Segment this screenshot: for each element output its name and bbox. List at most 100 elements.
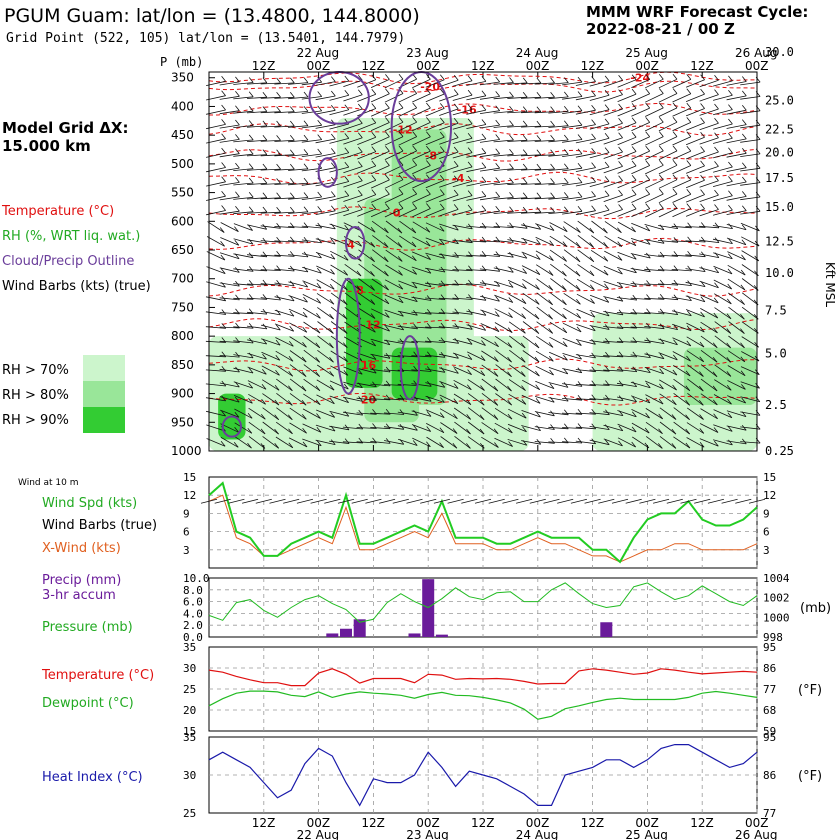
wind-barb-flag [686,310,692,316]
wind-barb [548,441,569,444]
wind-barb-flag [700,88,705,95]
wind-barb [493,168,514,171]
wind-barb [343,209,363,217]
wind-barb-flag [221,366,227,372]
wind-barb [452,254,473,257]
wind-barb [644,283,665,286]
wind-barb-flag [357,89,363,95]
wind-barb [301,81,322,86]
wind-barb-flag [548,299,553,306]
wind-barb-flag [303,177,309,184]
wind-barb [247,353,267,360]
wind-barb-flag [520,357,526,363]
wind-barb-flag [479,442,485,449]
wind-barb-flag [618,161,623,167]
wind-barb [590,249,609,262]
wind-barb [617,151,637,160]
wind-barb [562,124,583,129]
wind-barb [548,139,569,143]
wind-barb-flag [672,203,678,209]
wind-barb-flag [632,396,637,402]
wind-barb [206,251,226,261]
wind-barb-flag [262,237,268,244]
wind-barb [672,337,691,347]
wind-barb [562,383,583,387]
wind-barb-flag [714,89,719,95]
wind-barb-flag [563,192,569,198]
wind-barb-flag [344,438,350,444]
wind-barb-flag [260,443,266,449]
wind-barb [234,422,253,434]
wind-barb [438,268,459,272]
wind-barb [262,421,279,435]
wind-barb [687,378,704,392]
wind-barb [493,125,514,128]
wind-barb-flag [261,399,266,405]
wind-barb-flag [590,298,595,304]
wind-barb-flag [509,77,514,83]
wind-barb-flag [534,299,540,305]
wind-barb [398,280,418,289]
wind-barb [233,182,254,186]
wind-barb-flag [740,313,745,320]
wind-barb-flag [344,133,350,139]
wind-barb [452,195,473,202]
wind-barb-flag [509,163,514,169]
wind-barb [452,311,473,315]
wind-barb [712,181,733,187]
wind-barb-flag [536,206,542,213]
wind-barb [617,410,637,418]
wind-barb-flag [439,117,445,123]
wind-barb [247,239,267,244]
wind-barb-flag [260,428,266,435]
wind-barb [508,408,527,419]
wind-barb [247,380,267,390]
wind-barb-flag [426,366,432,372]
wind-barb [301,124,322,129]
wind-barb-flag [385,366,391,373]
wind-barb [452,297,473,300]
wind-barb [219,81,240,86]
wind-barb [645,193,664,204]
wind-barb [727,264,746,276]
wind-barb-flag [275,370,280,376]
wind-barb [741,336,759,348]
wind-barb-flag [439,174,445,181]
wind-barb [233,395,253,404]
wind-barb-flag [453,413,458,419]
wind-barb [589,109,610,116]
temperature-contour-10 [208,392,758,406]
wind-barb-flag [563,163,569,169]
wind-barb [219,167,240,172]
wind-barb-flag [412,269,418,275]
wind-barb [493,281,514,288]
wind-barb-flag [440,382,446,388]
wind-barb-flag [385,74,390,80]
wind-barb-flag [287,414,293,420]
wind-barb-flag [385,117,390,123]
wind-barb-flag [385,131,390,138]
wind-barb [728,292,745,305]
wind-barb [274,282,295,287]
wind-barb-flag [658,102,664,109]
wind-barb [644,367,664,375]
surface-wind-barb [611,498,629,504]
wind-barb-flag [276,120,281,127]
wind-speed-label: Wind Spd (kts) [42,496,137,511]
wind-barb [507,125,528,128]
wind-barb-flag [699,341,705,348]
pressure-tick-1: 400 [171,99,194,113]
wind-barb-flag [509,177,514,184]
wind-barb [493,182,514,186]
wind-barb [535,264,554,276]
wind-barb-flag [658,428,663,434]
wind-barb [370,208,390,218]
wind-barb [603,296,623,302]
wind-barb-flag [741,76,747,82]
wind-barb-flag [301,371,307,377]
wind-barb [466,269,487,272]
wind-barb [522,306,540,320]
wind-barb [233,82,254,85]
wind-barb [315,210,336,215]
